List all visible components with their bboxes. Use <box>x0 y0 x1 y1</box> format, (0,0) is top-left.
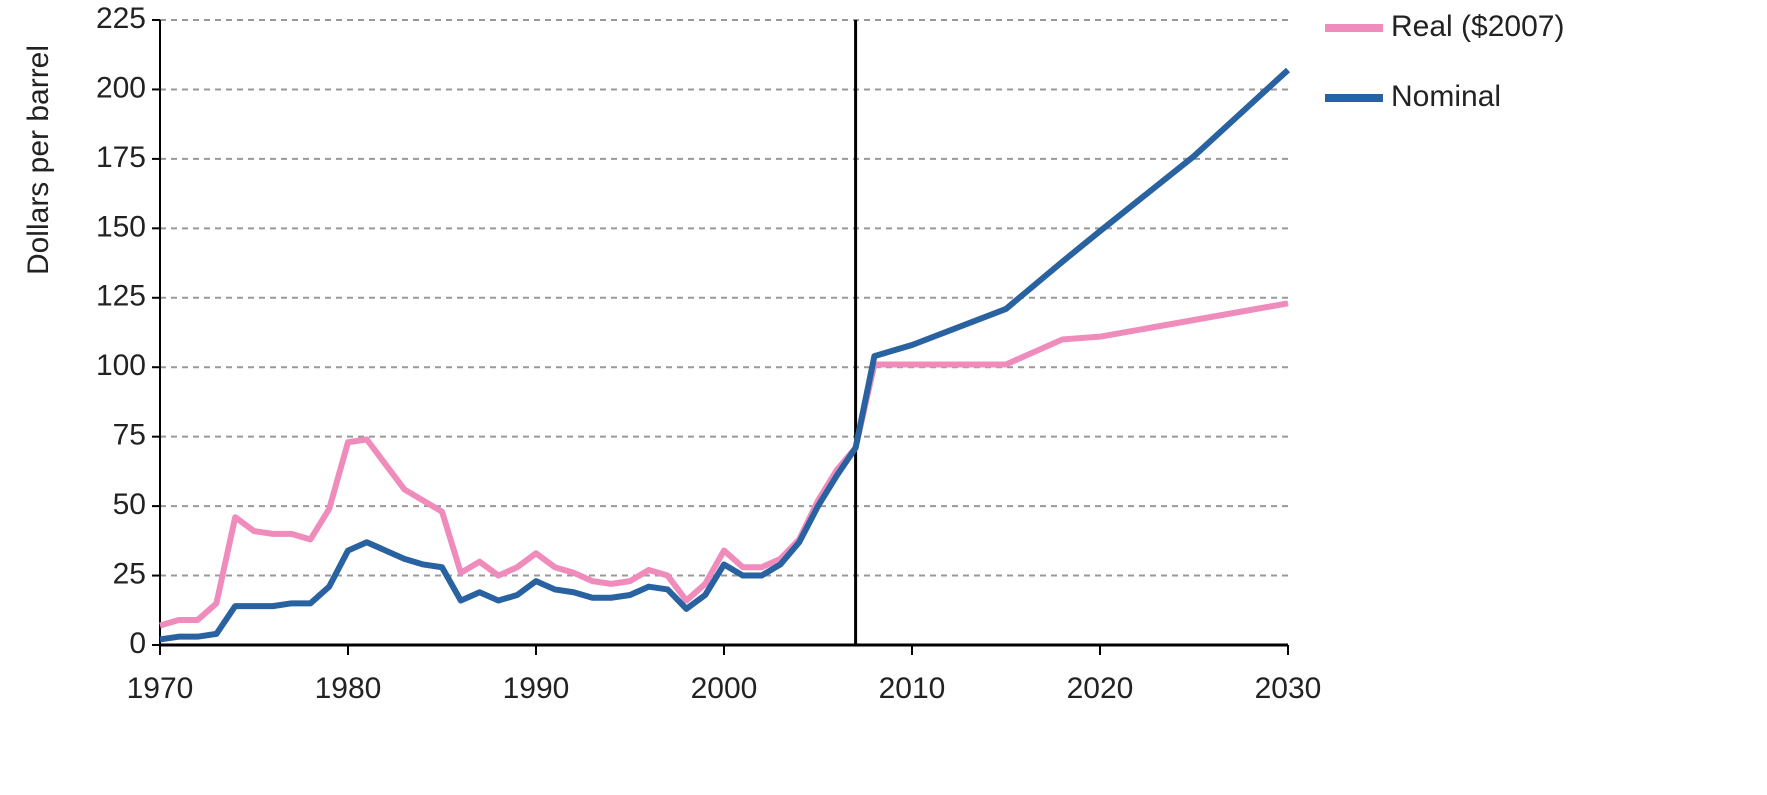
y-tick-label: 125 <box>96 280 146 313</box>
x-tick-label: 2010 <box>879 672 946 705</box>
y-tick-label: 225 <box>96 2 146 35</box>
legend-label: Nominal <box>1391 80 1501 113</box>
series-line <box>159 67 1291 643</box>
x-tick-label: 2020 <box>1067 672 1134 705</box>
legend-label: Real ($2007) <box>1391 10 1564 43</box>
y-tick-label: 0 <box>129 627 146 660</box>
y-tick-label: 25 <box>113 557 146 590</box>
x-tick-label: 2030 <box>1255 672 1322 705</box>
y-tick-label: 50 <box>113 488 146 521</box>
y-tick-label: 200 <box>96 71 146 104</box>
x-tick-label: 2000 <box>691 672 758 705</box>
y-tick-label: 100 <box>96 349 146 382</box>
series-line <box>159 300 1289 629</box>
y-tick-label: 175 <box>96 141 146 174</box>
x-tick-label: 1970 <box>127 672 194 705</box>
y-axis-label: Dollars per barrel <box>22 45 55 275</box>
y-tick-label: 150 <box>96 210 146 243</box>
y-tick-label: 75 <box>113 419 146 452</box>
x-tick-label: 1990 <box>503 672 570 705</box>
x-tick-label: 1980 <box>315 672 382 705</box>
